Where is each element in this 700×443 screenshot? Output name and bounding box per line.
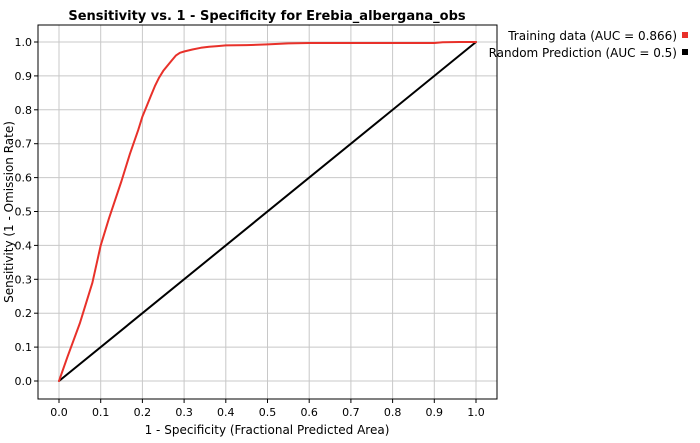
y-tick-label: 0.4 — [15, 239, 33, 252]
y-tick-label: 0.1 — [15, 341, 33, 354]
x-tick-label: 0.4 — [217, 406, 235, 419]
x-tick-label: 0.7 — [342, 406, 360, 419]
legend-label-random: Random Prediction (AUC = 0.5) — [489, 46, 677, 60]
random-prediction-line — [58, 41, 477, 382]
x-tick-label: 0.2 — [134, 406, 152, 419]
legend: Training data (AUC = 0.866) Random Predi… — [489, 29, 688, 60]
x-tick-label: 0.8 — [384, 406, 402, 419]
y-tick-label: 1.0 — [15, 36, 33, 49]
y-tick-label: 0.2 — [15, 307, 33, 320]
y-tick-label: 0.5 — [15, 206, 33, 219]
y-tick-label: 0.6 — [15, 172, 33, 185]
x-tick-label: 0.1 — [92, 406, 110, 419]
y-tick-label: 0.0 — [15, 375, 33, 388]
legend-swatch-random — [682, 49, 688, 55]
x-tick-label: 0.6 — [300, 406, 318, 419]
x-tick-label: 1.0 — [467, 406, 485, 419]
axis-ticks: 0.0 0.1 0.2 0.3 0.4 0.5 0.6 0.7 0.8 0.9 1.0 0.0 0.1 0… — [15, 36, 485, 419]
y-axis-label: Sensitivity (1 - Omission Rate) — [2, 121, 16, 303]
training-data-line — [58, 41, 477, 382]
legend-swatch-training — [682, 32, 688, 38]
x-tick-label: 0.3 — [175, 406, 193, 419]
x-axis-label: 1 - Specificity (Fractional Predicted Ar… — [145, 423, 390, 437]
x-tick-label: 0.9 — [426, 406, 444, 419]
x-tick-label: 0.0 — [50, 406, 68, 419]
legend-label-training: Training data (AUC = 0.866) — [507, 29, 677, 43]
series-lines — [58, 41, 477, 382]
x-tick-label: 0.5 — [259, 406, 277, 419]
y-tick-label: 0.7 — [15, 138, 33, 151]
chart-title: Sensitivity vs. 1 - Specificity for Ereb… — [68, 9, 466, 24]
y-tick-label: 0.9 — [15, 70, 33, 83]
y-tick-label: 0.3 — [15, 273, 33, 286]
y-tick-label: 0.8 — [15, 104, 33, 117]
